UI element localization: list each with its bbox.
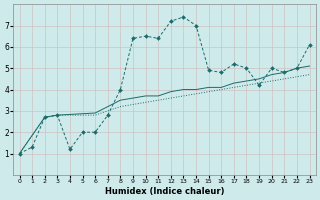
- X-axis label: Humidex (Indice chaleur): Humidex (Indice chaleur): [105, 187, 224, 196]
